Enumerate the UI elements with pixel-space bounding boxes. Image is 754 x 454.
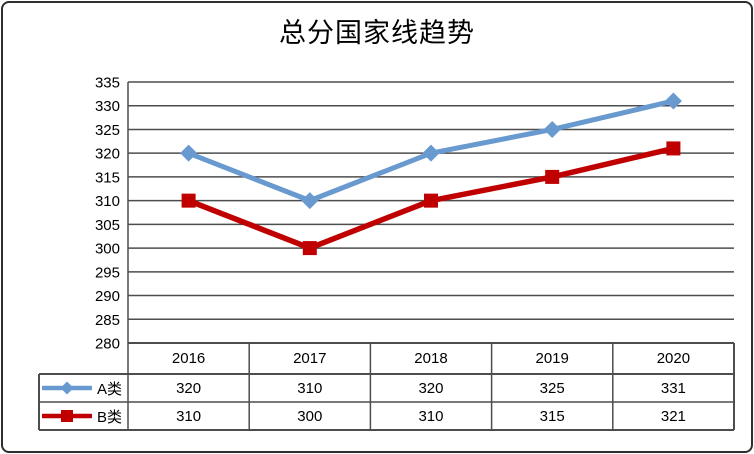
series-a-value-cell: 325 — [539, 379, 565, 397]
series-B类-square-marker — [302, 241, 317, 256]
y-axis-tick-label: 325 — [95, 122, 120, 139]
series-A类-diamond-marker — [543, 120, 561, 138]
year-header-cell: 2017 — [293, 350, 327, 367]
y-axis-tick-label: 290 — [95, 288, 120, 305]
series-A类-diamond-marker — [422, 144, 440, 162]
series-A类-diamond-marker — [664, 92, 682, 110]
series-b-value-cell: 310 — [176, 407, 202, 425]
series-B类-square-marker — [666, 141, 681, 156]
y-axis-tick-label: 305 — [95, 217, 120, 234]
series-B类-square-marker — [545, 169, 560, 184]
y-axis-tick-label: 330 — [95, 98, 120, 115]
series-A类-diamond-marker — [301, 192, 319, 210]
series-b-legend-cell: B类 — [39, 402, 128, 430]
series-B类-square-marker — [181, 193, 196, 208]
y-axis-tick-label: 315 — [95, 169, 120, 186]
chart-title: 总分国家线趋势 — [279, 18, 475, 49]
series-a-legend-cell: A类 — [39, 374, 128, 402]
series-a-value-cell: 331 — [660, 379, 686, 397]
line-diamond-marker-icon — [41, 380, 92, 396]
y-axis-tick-label: 310 — [95, 193, 120, 210]
series-b-value-cell: 315 — [539, 407, 565, 425]
table-corner-spacer — [39, 343, 128, 374]
line-square-marker-icon — [41, 408, 92, 424]
year-header-cell: 2016 — [171, 350, 206, 367]
y-axis-tick-label: 320 — [95, 146, 120, 163]
data-table: 2016 2017 2018 2019 2020 A类 320 310 320 … — [39, 343, 734, 430]
series-b-value-cell: 300 — [297, 407, 323, 425]
y-axis-tick-label: 295 — [95, 264, 120, 281]
year-header-cell: 2019 — [535, 350, 569, 367]
y-axis-tick-label: 300 — [95, 241, 120, 258]
year-header-cell: 2018 — [414, 350, 448, 367]
year-header-cell: 2020 — [656, 350, 691, 367]
series-b-value-cell: 310 — [418, 407, 444, 425]
y-axis-tick-label: 285 — [95, 312, 120, 329]
y-axis-tick-label: 335 — [95, 75, 120, 92]
series-a-value-cell: 310 — [297, 379, 323, 397]
series-A类-diamond-marker — [180, 144, 198, 162]
series-a-value-cell: 320 — [176, 379, 202, 397]
series-b-legend-label: B类 — [96, 408, 122, 426]
line-chart-plot-area: 280 285 290 295 300 305 310 315 320 325 330 335 — [38, 75, 735, 431]
series-a-legend-label: A类 — [96, 380, 122, 398]
series-a-value-cell: 320 — [418, 379, 444, 397]
y-axis-tick-label: 280 — [95, 336, 120, 353]
series-b-value-cell: 321 — [660, 407, 686, 425]
series-B类-square-marker — [424, 193, 438, 208]
